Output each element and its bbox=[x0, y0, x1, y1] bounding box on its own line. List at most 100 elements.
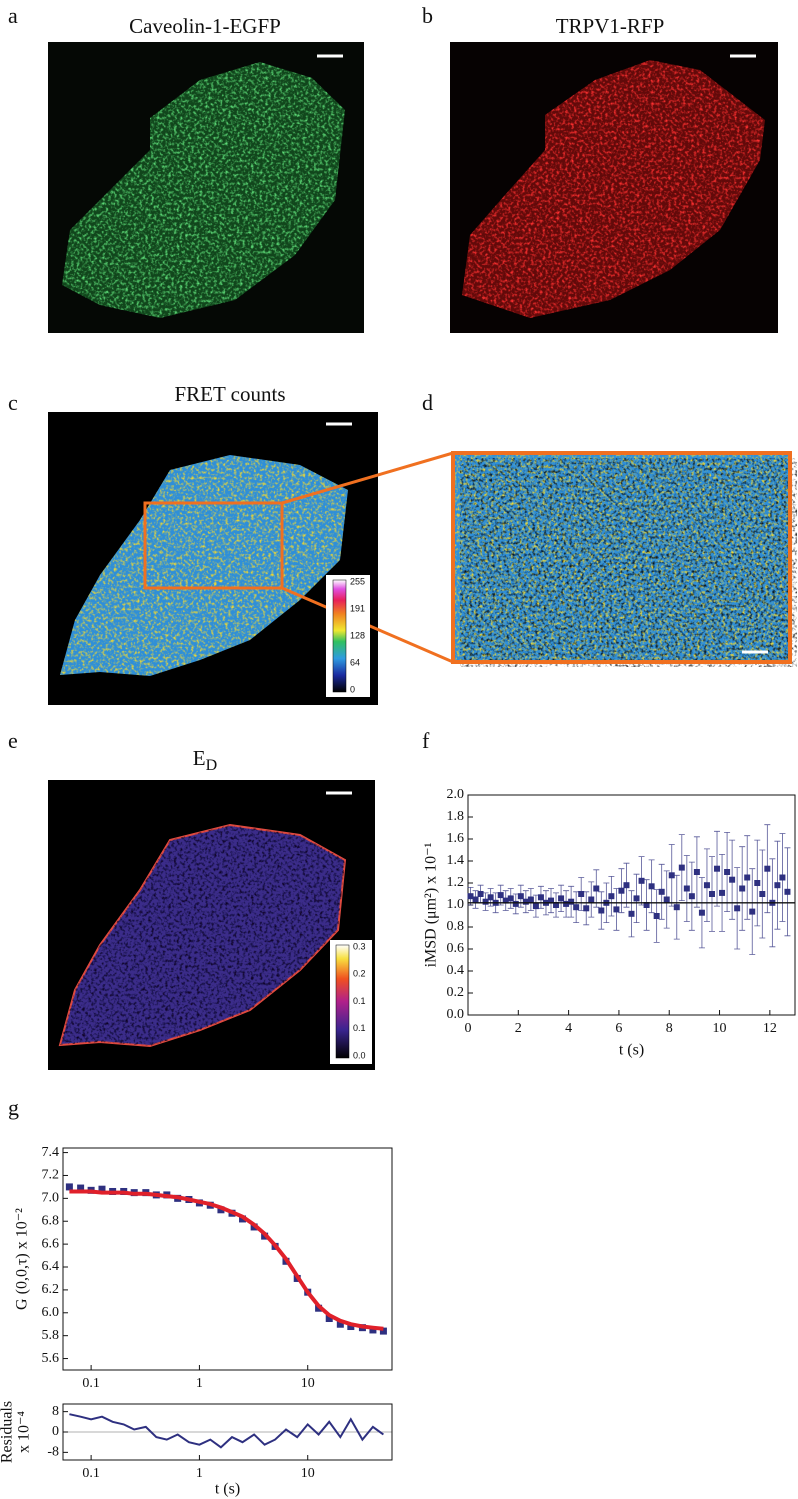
data-point bbox=[698, 909, 705, 916]
data-point bbox=[734, 905, 741, 912]
zoom-holes bbox=[460, 458, 797, 667]
data-point bbox=[648, 883, 655, 890]
colorbar-labels: 0.3 0.2 0.1 0.1 0.0 bbox=[353, 941, 366, 1060]
data-point bbox=[472, 896, 479, 903]
y-tick-label: 5.8 bbox=[42, 1328, 60, 1343]
panel-letter: f bbox=[422, 728, 430, 753]
y-tick-label: 0.0 bbox=[447, 1007, 465, 1022]
zoom-connector bbox=[281, 451, 454, 505]
colorbar-label: 0.3 bbox=[353, 941, 366, 951]
residual-line bbox=[69, 1413, 384, 1449]
fit-line bbox=[69, 1189, 384, 1331]
data-point bbox=[563, 900, 570, 907]
data-point bbox=[618, 887, 625, 894]
data-point bbox=[325, 1315, 333, 1323]
y-tick-label: -8 bbox=[47, 1445, 59, 1460]
y-tick-label: 8 bbox=[52, 1404, 59, 1419]
panel-letter: b bbox=[422, 3, 433, 28]
y-tick-label: 0.2 bbox=[447, 985, 465, 1000]
data-point bbox=[527, 896, 534, 903]
y-tick-label: 6.2 bbox=[42, 1282, 60, 1297]
x-tick-label: 0.1 bbox=[82, 1376, 100, 1391]
data-point bbox=[663, 896, 670, 903]
data-point bbox=[784, 888, 791, 895]
x-tick-label: 10 bbox=[301, 1466, 315, 1481]
data-point bbox=[653, 913, 660, 919]
title-sub: D bbox=[206, 757, 218, 774]
y-tick-label: 5.6 bbox=[42, 1351, 60, 1366]
cell-texture bbox=[60, 825, 345, 1046]
colorbar-labels: 255 191 128 64 0 bbox=[350, 576, 365, 694]
data-point bbox=[744, 874, 751, 881]
y-tick-label: 1.6 bbox=[447, 831, 465, 846]
panel-title: TRPV1-RFP bbox=[556, 14, 665, 38]
data-point bbox=[764, 865, 771, 872]
data-point bbox=[568, 898, 575, 905]
data-point bbox=[532, 903, 539, 910]
colorbar-label: 0 bbox=[350, 684, 355, 694]
data-point bbox=[369, 1326, 377, 1334]
y-axis-label: iMSD (μm²) x 10⁻¹ bbox=[423, 842, 440, 967]
data-point bbox=[779, 874, 786, 881]
plot-frame bbox=[62, 1147, 393, 1371]
x-tick-label: 0.1 bbox=[82, 1466, 100, 1481]
y-tick-label: 6.4 bbox=[42, 1259, 60, 1274]
zoom-frame bbox=[451, 451, 792, 664]
y-tick-label: 1.0 bbox=[447, 897, 465, 912]
data-point bbox=[623, 882, 630, 889]
data-point bbox=[643, 902, 650, 908]
cell-texture bbox=[462, 60, 765, 318]
data-point bbox=[774, 882, 781, 889]
data-point bbox=[578, 891, 585, 897]
data-point bbox=[729, 876, 736, 883]
data-point bbox=[608, 893, 615, 900]
data-point bbox=[658, 888, 665, 895]
x-tick-label: 0 bbox=[465, 1021, 472, 1036]
y-tick-label: 2.0 bbox=[447, 787, 465, 802]
x-tick-label: 4 bbox=[565, 1021, 572, 1036]
panel-letter: g bbox=[8, 1095, 19, 1120]
panel-title: ED bbox=[193, 746, 217, 774]
colorbar-label: 191 bbox=[350, 603, 365, 613]
data-point bbox=[613, 906, 620, 913]
y-tick-label: 7.0 bbox=[42, 1191, 60, 1206]
data-point bbox=[633, 895, 640, 902]
data-point bbox=[379, 1327, 387, 1335]
y-tick-label: 0 bbox=[52, 1424, 59, 1439]
colorbar-label: 0.1 bbox=[353, 996, 366, 1006]
data-point bbox=[759, 891, 766, 897]
data-point bbox=[678, 864, 685, 871]
data-point bbox=[502, 897, 509, 904]
data-point bbox=[719, 889, 726, 896]
panel-letter: a bbox=[8, 3, 18, 28]
panel-letter: e bbox=[8, 728, 18, 753]
data-point bbox=[482, 898, 489, 905]
data-point bbox=[548, 897, 555, 904]
title-main: E bbox=[193, 746, 206, 770]
y-axis-label: x 10⁻⁴ bbox=[16, 1411, 33, 1453]
y-tick-label: 1.4 bbox=[447, 853, 465, 868]
x-tick-label: 1 bbox=[196, 1376, 203, 1391]
colorbar-label: 255 bbox=[350, 576, 365, 586]
data-point bbox=[217, 1206, 225, 1214]
y-tick-label: 0.8 bbox=[447, 919, 465, 934]
data-point bbox=[638, 877, 645, 884]
data-point bbox=[714, 865, 721, 872]
data-point bbox=[336, 1320, 344, 1328]
y-tick-label: 6.6 bbox=[42, 1236, 60, 1251]
data-point bbox=[588, 896, 595, 903]
data-point bbox=[739, 885, 746, 892]
data-point bbox=[553, 902, 560, 908]
data-point bbox=[487, 894, 494, 901]
y-axis-label: G (0,0,τ) x 10⁻² bbox=[14, 1208, 31, 1310]
y-axis-label: Residuals bbox=[0, 1401, 16, 1463]
y-tick-label: 0.4 bbox=[447, 963, 465, 978]
data-point bbox=[507, 895, 514, 902]
data-point bbox=[517, 893, 524, 900]
data-point bbox=[347, 1323, 355, 1331]
colorbar-label: 0.2 bbox=[353, 969, 366, 979]
data-point bbox=[598, 907, 605, 914]
data-point bbox=[558, 895, 565, 902]
data-point bbox=[98, 1185, 106, 1193]
